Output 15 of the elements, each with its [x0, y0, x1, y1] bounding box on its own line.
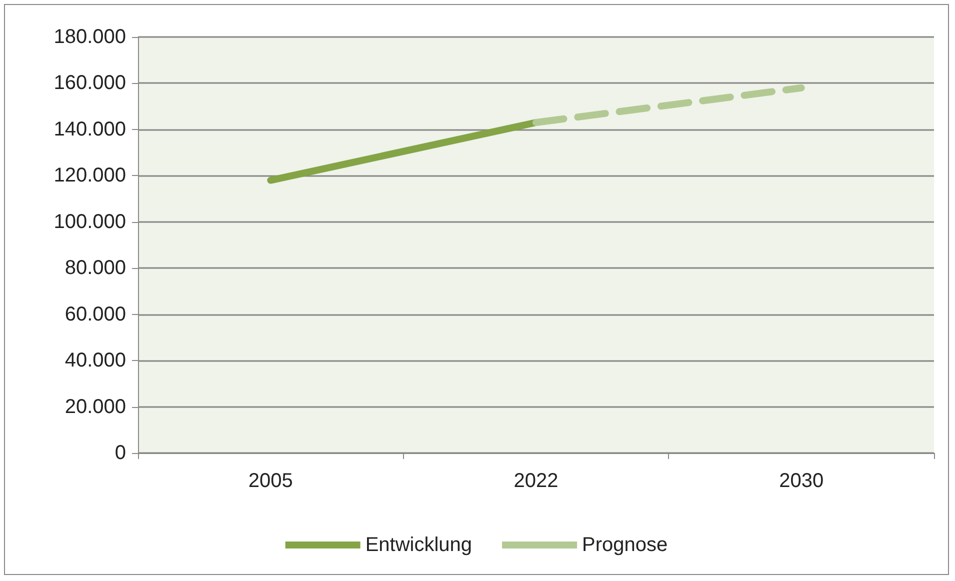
y-tick-label: 140.000	[54, 118, 126, 140]
y-tick-label: 160.000	[54, 72, 126, 94]
y-tick-label: 120.000	[54, 164, 126, 187]
x-tick-label: 2030	[779, 470, 824, 492]
y-tick-label: 60.000	[64, 303, 126, 326]
y-tick-label: 0	[114, 442, 126, 464]
x-tick-label: 2005	[248, 470, 293, 492]
legend-label: Prognose	[582, 534, 668, 556]
y-tick-label: 100.000	[54, 210, 126, 233]
y-tick-label: 20.000	[64, 396, 126, 418]
y-tick-label: 40.000	[64, 350, 126, 372]
legend-label: Entwicklung	[365, 534, 472, 556]
x-tick-label: 2022	[514, 470, 558, 492]
y-tick-label: 80.000	[64, 257, 126, 280]
y-tick-label: 180.000	[54, 26, 126, 48]
